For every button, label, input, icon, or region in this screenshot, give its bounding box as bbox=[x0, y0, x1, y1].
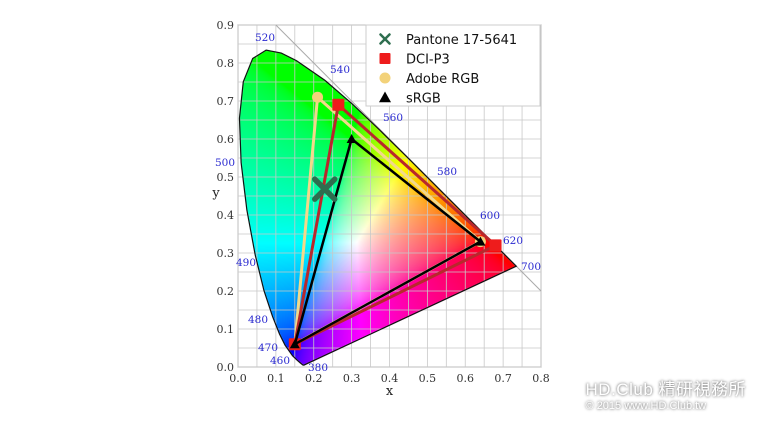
wavelength-label: 490 bbox=[236, 257, 256, 269]
wavelength-label: 580 bbox=[437, 166, 457, 178]
legend-marker-x bbox=[379, 33, 391, 45]
y-tick-label: 0.2 bbox=[217, 285, 235, 298]
y-tick-label: 0.5 bbox=[217, 171, 235, 184]
legend-label: DCI-P3 bbox=[406, 53, 450, 68]
wavelength-label: 560 bbox=[383, 112, 403, 124]
wavelength-label: 540 bbox=[330, 64, 350, 76]
y-tick-label: 0.9 bbox=[217, 19, 235, 32]
legend-item: Pantone 17-5641 bbox=[379, 33, 517, 48]
wavelength-label: 620 bbox=[503, 235, 523, 247]
data-point-triangle bbox=[475, 236, 486, 246]
series-srgb bbox=[289, 134, 486, 349]
x-tick-label: 0.0 bbox=[229, 372, 247, 385]
x-tick-label: 0.5 bbox=[419, 372, 437, 385]
y-tick-label: 0.0 bbox=[217, 361, 235, 374]
wavelength-label: 480 bbox=[248, 314, 268, 326]
data-point-triangle bbox=[289, 339, 300, 349]
watermark-line1: HD.Club 精研視務所 bbox=[585, 380, 746, 399]
x-tick-label: 0.6 bbox=[457, 372, 475, 385]
x-tick-label: 0.7 bbox=[494, 372, 512, 385]
legend-marker-triangle bbox=[379, 91, 391, 103]
y-tick-label: 0.4 bbox=[217, 209, 235, 222]
watermark: HD.Club 精研視務所 © 2015 www.HD.Club.tw bbox=[586, 375, 746, 412]
gamut-outline bbox=[293, 103, 498, 346]
wavelength-label: 700 bbox=[521, 261, 541, 273]
x-axis-label: x bbox=[386, 384, 394, 399]
data-point-square bbox=[332, 98, 345, 111]
gamut-triangles bbox=[288, 91, 502, 351]
data-point-square bbox=[489, 239, 502, 252]
x-tick-label: 0.8 bbox=[532, 372, 550, 385]
wavelength-label: 520 bbox=[255, 32, 275, 44]
legend-item: sRGB bbox=[379, 91, 441, 107]
legend-label: Pantone 17-5641 bbox=[406, 33, 517, 48]
y-tick-label: 0.1 bbox=[217, 323, 235, 336]
legend-box bbox=[365, 24, 541, 107]
wavelength-label: 460 bbox=[270, 355, 290, 367]
x-tick-label: 0.2 bbox=[305, 372, 323, 385]
y-tick-label: 0.6 bbox=[217, 133, 235, 146]
data-point-triangle bbox=[346, 134, 357, 143]
legend-label: Adobe RGB bbox=[406, 72, 479, 87]
y-axis-label: y bbox=[211, 186, 220, 201]
x-mark-stroke bbox=[379, 33, 391, 45]
wavelength-label: 600 bbox=[480, 210, 500, 222]
legend-marker-square bbox=[379, 53, 391, 64]
x-tick-label: 0.1 bbox=[267, 372, 285, 385]
legend-item: DCI-P3 bbox=[379, 53, 450, 68]
y-tick-label: 0.8 bbox=[217, 57, 235, 70]
gamut-outline bbox=[293, 137, 482, 346]
series-dci-p3 bbox=[288, 98, 502, 351]
y-tick-label: 0.3 bbox=[217, 247, 235, 260]
wavelength-label: 470 bbox=[258, 342, 278, 354]
legend-label: sRGB bbox=[406, 92, 441, 107]
series-pantone-17-5641 bbox=[311, 176, 338, 202]
axes: 0.0 0.1 0.2 0.3 0.4 0.5 0.6 0.7 0.8 0.0 0.1 0.2 0.3 0… bbox=[211, 19, 549, 399]
watermark-line2: © 2015 www.HD.Club.tw bbox=[585, 400, 707, 412]
legend-item: Adobe RGB bbox=[379, 72, 479, 87]
x-mark-stroke bbox=[311, 176, 338, 202]
data-point-x bbox=[311, 176, 338, 202]
legend-marker-circle bbox=[379, 72, 391, 84]
x-tick-label: 0.4 bbox=[381, 372, 399, 385]
legend: Pantone 17-5641 DCI-P3 Adobe RGB sRGB bbox=[365, 24, 541, 107]
wavelength-label: 500 bbox=[215, 157, 235, 169]
data-point-circle bbox=[312, 91, 324, 103]
y-tick-label: 0.7 bbox=[217, 95, 235, 108]
wavelength-label: 380 bbox=[308, 362, 328, 374]
x-tick-label: 0.3 bbox=[343, 372, 361, 385]
